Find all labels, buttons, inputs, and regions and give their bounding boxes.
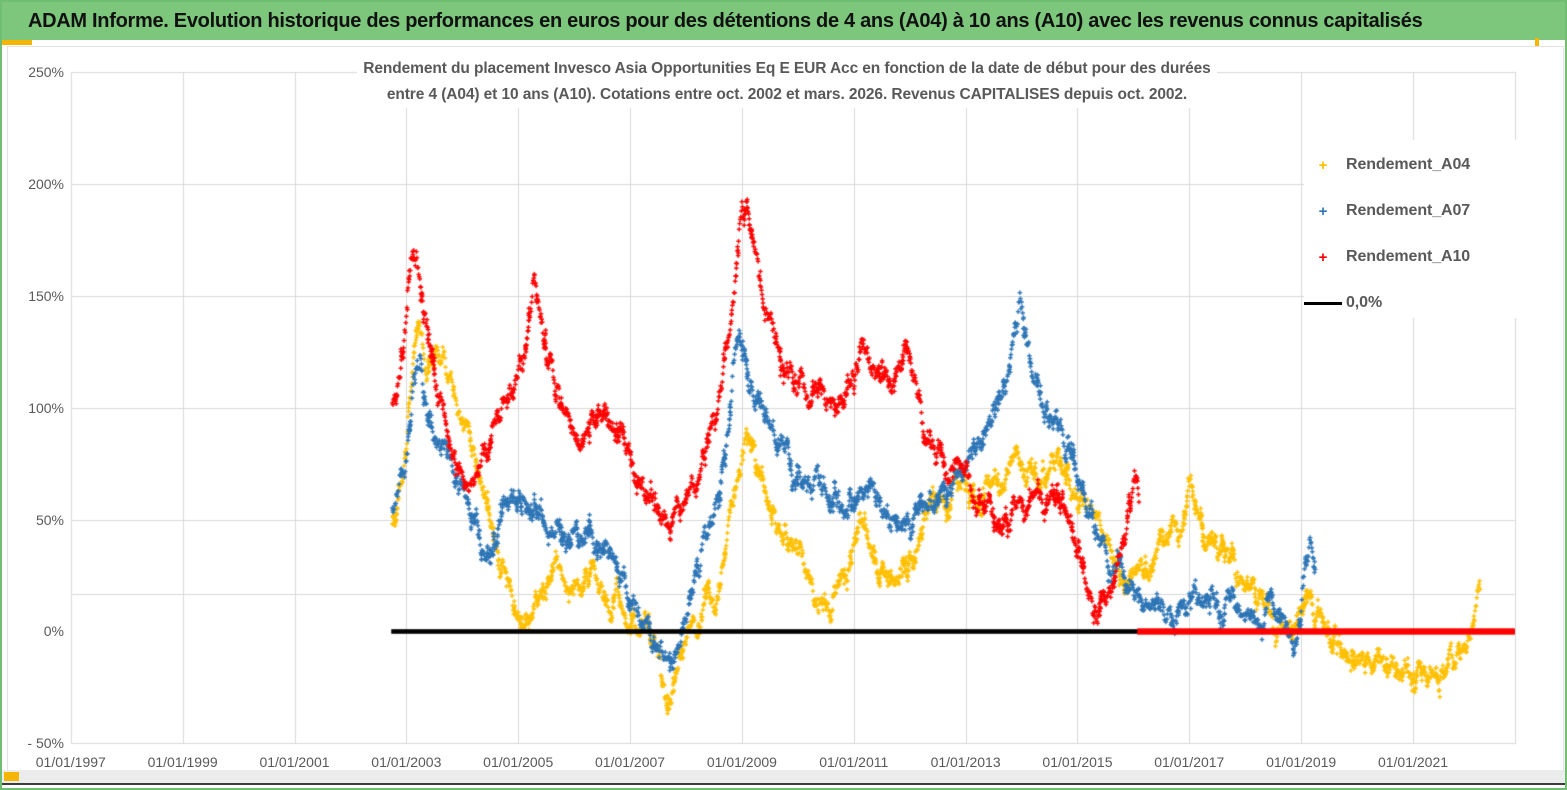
chart-legend: + Rendement_A04 + Rendement_A07 + Rendement_A… xyxy=(1304,140,1548,318)
legend-plus-marker: + xyxy=(1318,156,1328,174)
legend-plus-marker: + xyxy=(1318,248,1328,266)
x-tick-label: 01/01/2013 xyxy=(930,754,1001,770)
bottom-divider-line xyxy=(2,783,1565,785)
x-tick-label: 01/01/2003 xyxy=(371,754,442,770)
chart-title: Rendement du placement Invesco Asia Oppo… xyxy=(72,56,1502,108)
legend-label: 0,0% xyxy=(1346,294,1383,311)
y-tick-label: 150% xyxy=(28,288,64,305)
y-tick-label: - 50% xyxy=(27,735,64,752)
x-tick-label: 01/01/2021 xyxy=(1377,754,1449,770)
legend-item-0-0-: 0,0% xyxy=(1304,288,1548,318)
legend-label: Rendement_A07 xyxy=(1346,202,1471,219)
legend-label: Rendement_A10 xyxy=(1346,248,1471,265)
legend-plus-marker: + xyxy=(1318,202,1328,220)
y-tick-label: 50% xyxy=(35,511,64,528)
chart-title-line2: entre 4 (A04) et 10 ans (A10). Cotations… xyxy=(380,82,1194,108)
x-tick-label: 01/01/2015 xyxy=(1042,754,1113,770)
legend-line-swatch xyxy=(1304,301,1342,305)
x-tick-label: 01/01/2017 xyxy=(1154,754,1225,770)
y-tick-label: 100% xyxy=(28,399,64,416)
legend-label: Rendement_A04 xyxy=(1346,156,1471,173)
bottom-gold-accent xyxy=(4,772,19,781)
x-tick-label: 01/01/2007 xyxy=(595,754,666,770)
x-tick-label: 01/01/2011 xyxy=(819,754,889,770)
y-tick-label: 0% xyxy=(43,623,64,640)
chart-title-line1: Rendement du placement Invesco Asia Oppo… xyxy=(357,56,1217,82)
x-tick-label: 01/01/1999 xyxy=(147,754,218,770)
x-tick-label: 01/01/2001 xyxy=(259,754,330,770)
x-tick-label: 01/01/2005 xyxy=(483,754,554,770)
legend-item-rendement-a04: + Rendement_A04 xyxy=(1304,150,1548,180)
x-tick-label: 01/01/2019 xyxy=(1266,754,1337,770)
y-tick-label: 250% xyxy=(28,64,64,81)
bottom-scroll-strip xyxy=(2,770,1565,783)
x-tick-label: 01/01/1997 xyxy=(35,754,106,770)
x-tick-label: 01/01/2009 xyxy=(706,754,777,770)
legend-item-rendement-a07: + Rendement_A07 xyxy=(1304,196,1548,226)
y-tick-label: 200% xyxy=(28,176,64,193)
legend-item-rendement-a10: + Rendement_A10 xyxy=(1304,242,1548,272)
